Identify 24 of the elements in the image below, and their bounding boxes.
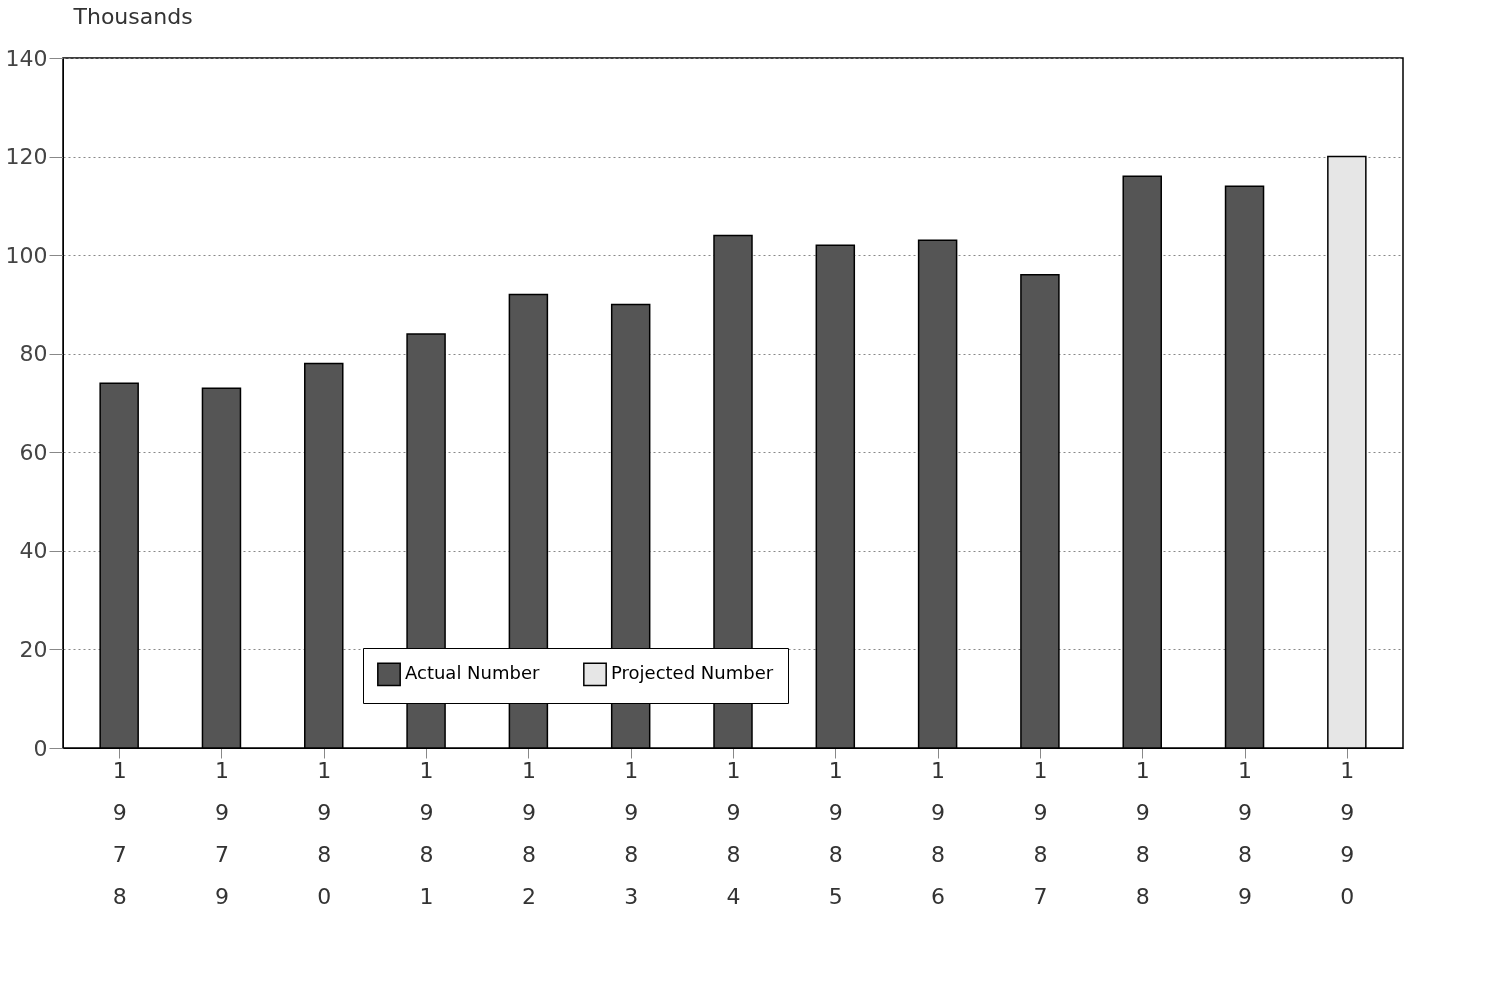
legend-label: Actual Number [405, 662, 541, 684]
y-tick-label: 0 [33, 735, 48, 761]
x-tick-label: 1989 [1238, 757, 1253, 909]
x-tick-label: 1980 [317, 757, 332, 909]
y-tick-label: 20 [19, 636, 48, 662]
y-tick-label: 80 [19, 341, 48, 367]
x-tick-label: 1981 [419, 757, 434, 909]
x-tick-label: 1987 [1033, 757, 1048, 909]
y-axis-title: Thousands [72, 3, 193, 29]
y-tick-label: 120 [5, 144, 48, 170]
x-tick-label: 1982 [521, 757, 536, 909]
x-tick-label: 1979 [214, 757, 229, 909]
y-tick-label: 140 [5, 45, 48, 71]
y-tick-label: 60 [19, 439, 48, 465]
x-tick-label: 1984 [726, 757, 741, 909]
y-tick-label: 100 [5, 242, 48, 268]
x-tick-label: 1985 [828, 757, 843, 909]
x-tick-label: 1988 [1135, 757, 1150, 909]
x-tick-label: 1983 [624, 757, 639, 909]
x-tick-label: 1990 [1340, 757, 1355, 909]
x-tick-label: 1986 [931, 757, 946, 909]
x-tick-label: 1978 [112, 757, 127, 909]
y-tick-label: 40 [19, 538, 48, 564]
legend-label: Projected Number [611, 662, 774, 684]
